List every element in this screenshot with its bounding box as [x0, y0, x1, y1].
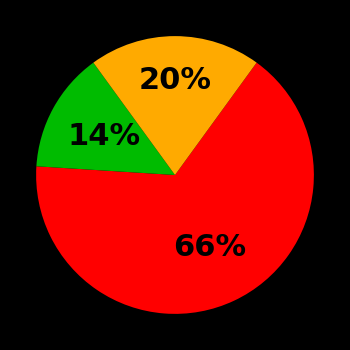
Wedge shape	[36, 63, 314, 314]
Wedge shape	[36, 63, 175, 175]
Wedge shape	[93, 36, 257, 175]
Text: 20%: 20%	[139, 66, 211, 95]
Text: 14%: 14%	[68, 122, 141, 151]
Text: 66%: 66%	[173, 233, 246, 262]
